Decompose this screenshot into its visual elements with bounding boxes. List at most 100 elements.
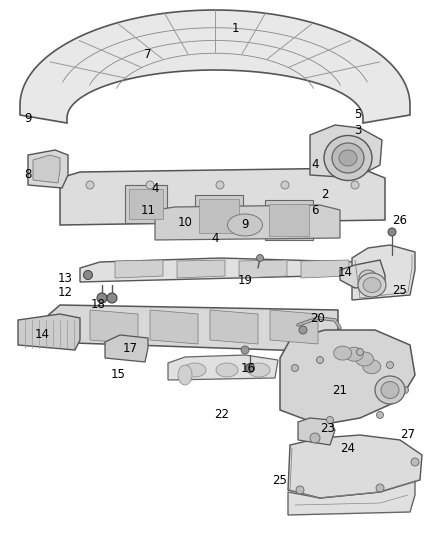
Polygon shape — [340, 260, 385, 288]
Ellipse shape — [248, 363, 270, 377]
Ellipse shape — [324, 135, 372, 181]
Text: 4: 4 — [211, 231, 219, 245]
Circle shape — [317, 357, 324, 364]
Ellipse shape — [227, 214, 262, 236]
Circle shape — [296, 486, 304, 494]
Polygon shape — [155, 205, 340, 240]
Text: 5: 5 — [354, 109, 362, 122]
Text: 14: 14 — [35, 328, 49, 342]
Polygon shape — [310, 125, 382, 178]
Text: 14: 14 — [338, 265, 353, 279]
Circle shape — [326, 416, 333, 424]
Ellipse shape — [339, 150, 357, 166]
Circle shape — [84, 271, 92, 279]
Polygon shape — [352, 245, 415, 300]
Polygon shape — [177, 260, 225, 278]
Polygon shape — [270, 310, 318, 344]
Polygon shape — [90, 310, 138, 344]
Circle shape — [357, 349, 364, 356]
Polygon shape — [288, 480, 415, 515]
Polygon shape — [28, 150, 68, 188]
Circle shape — [246, 364, 254, 373]
Text: 16: 16 — [240, 361, 255, 375]
Ellipse shape — [359, 270, 377, 286]
Text: 15: 15 — [110, 368, 125, 382]
Text: 24: 24 — [340, 441, 356, 455]
Circle shape — [97, 293, 107, 303]
Text: 7: 7 — [144, 49, 152, 61]
Circle shape — [388, 228, 396, 236]
Polygon shape — [115, 260, 163, 278]
Polygon shape — [105, 335, 148, 362]
Text: 4: 4 — [311, 158, 319, 172]
Text: 18: 18 — [91, 298, 106, 311]
Circle shape — [376, 484, 384, 492]
Polygon shape — [125, 185, 167, 223]
Text: 27: 27 — [400, 429, 416, 441]
Ellipse shape — [381, 382, 399, 399]
Text: 3: 3 — [354, 124, 362, 136]
Text: 4: 4 — [151, 182, 159, 195]
Circle shape — [292, 365, 299, 372]
Circle shape — [299, 326, 307, 334]
Circle shape — [216, 181, 224, 189]
Circle shape — [377, 411, 384, 418]
Text: 21: 21 — [332, 384, 347, 397]
Circle shape — [107, 293, 117, 303]
Polygon shape — [195, 195, 243, 237]
Circle shape — [386, 361, 393, 368]
Text: 11: 11 — [141, 204, 155, 216]
Text: 25: 25 — [272, 473, 287, 487]
Polygon shape — [60, 168, 385, 225]
Ellipse shape — [363, 360, 381, 374]
Circle shape — [146, 181, 154, 189]
Polygon shape — [199, 199, 239, 233]
Polygon shape — [280, 330, 415, 425]
Ellipse shape — [363, 278, 381, 293]
Circle shape — [310, 433, 320, 443]
Ellipse shape — [184, 363, 206, 377]
Text: 13: 13 — [57, 271, 72, 285]
Circle shape — [281, 181, 289, 189]
Ellipse shape — [216, 363, 238, 377]
Polygon shape — [80, 258, 358, 282]
Text: 22: 22 — [215, 408, 230, 422]
Polygon shape — [298, 418, 335, 445]
Polygon shape — [45, 305, 338, 352]
Text: 25: 25 — [392, 284, 407, 296]
Text: 10: 10 — [177, 215, 192, 229]
Polygon shape — [210, 310, 258, 344]
Text: 9: 9 — [24, 111, 32, 125]
Text: 6: 6 — [311, 204, 319, 216]
Ellipse shape — [334, 346, 352, 360]
Ellipse shape — [332, 143, 364, 173]
Polygon shape — [150, 310, 198, 344]
Ellipse shape — [345, 347, 363, 361]
Polygon shape — [20, 10, 410, 123]
Ellipse shape — [375, 376, 405, 404]
Text: 12: 12 — [57, 286, 73, 298]
Polygon shape — [18, 314, 80, 350]
Text: 9: 9 — [241, 219, 249, 231]
Polygon shape — [301, 260, 349, 278]
Ellipse shape — [358, 273, 386, 297]
Text: 20: 20 — [311, 311, 325, 325]
Text: 23: 23 — [321, 422, 336, 434]
Text: 17: 17 — [123, 342, 138, 354]
Polygon shape — [168, 355, 278, 380]
Circle shape — [257, 254, 264, 262]
Polygon shape — [129, 189, 163, 219]
Polygon shape — [239, 260, 287, 278]
Polygon shape — [33, 155, 60, 183]
Circle shape — [241, 346, 249, 354]
Circle shape — [411, 458, 419, 466]
Text: 2: 2 — [321, 189, 329, 201]
Text: 1: 1 — [231, 21, 239, 35]
Circle shape — [86, 181, 94, 189]
Ellipse shape — [178, 365, 192, 385]
Polygon shape — [265, 200, 313, 240]
Circle shape — [351, 181, 359, 189]
Text: 19: 19 — [237, 273, 252, 287]
Circle shape — [402, 386, 409, 393]
Ellipse shape — [356, 352, 374, 366]
